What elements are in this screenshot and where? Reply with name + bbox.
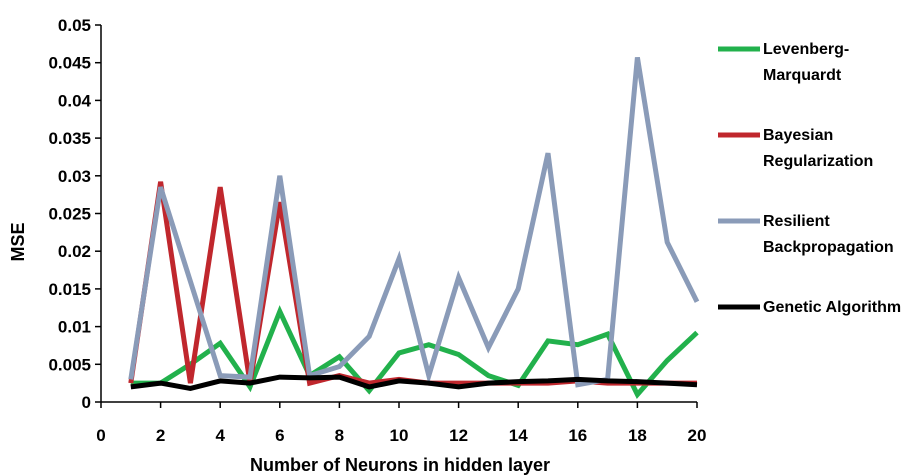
y-tick-label: 0.025 bbox=[48, 205, 91, 224]
legend-label-2: Backpropagation bbox=[763, 239, 894, 256]
y-tick-label: 0.005 bbox=[48, 355, 91, 374]
legend-label-3: Genetic Algorithm bbox=[763, 299, 901, 316]
x-tick-label: 8 bbox=[335, 426, 344, 445]
legend-label-2: Resilient bbox=[763, 213, 830, 230]
y-tick-label: 0 bbox=[82, 393, 91, 412]
y-tick-label: 0.035 bbox=[48, 129, 91, 148]
legend-label-1: Regularization bbox=[763, 153, 873, 170]
legend-label-0: Levenberg- bbox=[763, 41, 849, 58]
x-tick-label: 20 bbox=[688, 426, 707, 445]
legend-label-0: Marquardt bbox=[763, 67, 842, 84]
x-tick-label: 12 bbox=[449, 426, 468, 445]
x-tick-label: 4 bbox=[215, 426, 225, 445]
x-tick-labels: 0 2 4 6 8 10 12 14 16 18 20 bbox=[96, 402, 706, 445]
x-axis-title: Number of Neurons in hidden layer bbox=[250, 455, 550, 475]
x-tick-label: 0 bbox=[96, 426, 105, 445]
y-tick-label: 0.015 bbox=[48, 280, 91, 299]
x-tick-label: 6 bbox=[275, 426, 284, 445]
y-tick-label: 0.03 bbox=[58, 167, 91, 186]
series-line-3 bbox=[130, 374, 698, 391]
series-line-0 bbox=[130, 305, 699, 399]
y-tick-labels: 0 0.005 0.01 0.015 0.02 0.025 0.03 0.035 0.04 0.0… bbox=[48, 16, 101, 412]
x-tick-label: 10 bbox=[390, 426, 409, 445]
y-axis-title: MSE bbox=[8, 222, 28, 261]
axes-layer bbox=[100, 25, 697, 403]
legend-label-1: Bayesian bbox=[763, 127, 833, 144]
x-tick-label: 14 bbox=[509, 426, 528, 445]
y-tick-label: 0.04 bbox=[58, 91, 92, 110]
y-tick-label: 0.02 bbox=[58, 242, 91, 261]
x-tick-label: 2 bbox=[156, 426, 165, 445]
x-tick-label: 16 bbox=[568, 426, 587, 445]
legend: Levenberg- Marquardt Bayesian Regularizatio… bbox=[718, 41, 901, 316]
y-tick-label: 0.01 bbox=[58, 318, 91, 337]
x-tick-label: 18 bbox=[628, 426, 647, 445]
series-layer bbox=[128, 57, 700, 399]
y-tick-label: 0.045 bbox=[48, 54, 91, 73]
y-tick-label: 0.05 bbox=[58, 16, 91, 35]
